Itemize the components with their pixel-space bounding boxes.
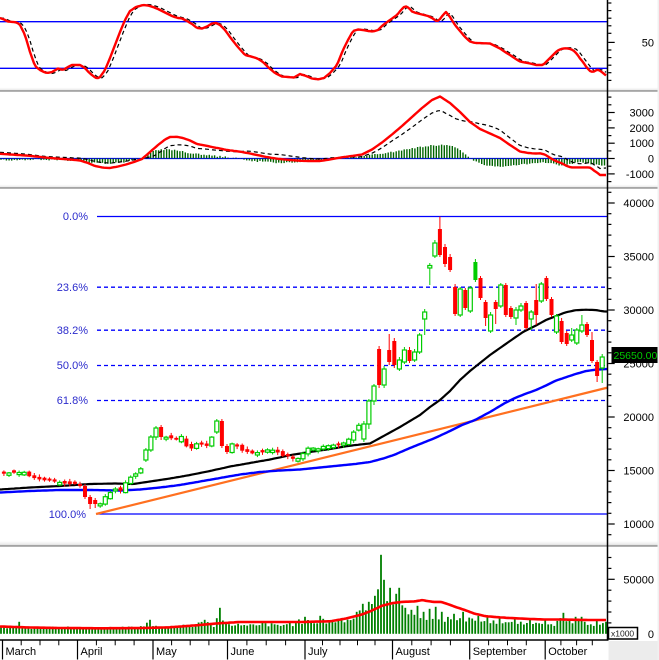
svg-text:1000: 1000 [630,138,654,150]
svg-text:100.0%: 100.0% [49,509,87,521]
svg-text:-1000: -1000 [626,169,654,181]
svg-text:0: 0 [648,154,654,166]
svg-text:0.0%: 0.0% [63,211,88,223]
svg-text:June: June [231,646,255,658]
svg-text:61.8%: 61.8% [57,395,88,407]
svg-text:30000: 30000 [623,305,654,317]
svg-text:25650.00: 25650.00 [614,350,658,362]
svg-text:April: April [81,646,103,658]
svg-text:50: 50 [642,37,654,49]
svg-text:23.6%: 23.6% [57,282,88,294]
svg-text:July: July [308,646,328,658]
svg-text:40000: 40000 [623,198,654,210]
svg-text:10000: 10000 [623,519,654,531]
svg-text:0: 0 [648,629,654,641]
svg-text:2000: 2000 [630,123,654,135]
svg-text:March: March [6,646,37,658]
svg-text:August: August [396,646,430,658]
svg-text:x1000: x1000 [611,628,634,638]
svg-text:October: October [548,646,587,658]
svg-text:20000: 20000 [623,412,654,424]
svg-text:50.0%: 50.0% [57,360,88,372]
svg-text:38.2%: 38.2% [57,325,88,337]
svg-text:50000: 50000 [623,574,654,586]
svg-text:35000: 35000 [623,252,654,264]
svg-text:May: May [156,646,177,658]
svg-text:3000: 3000 [630,108,654,120]
svg-text:15000: 15000 [623,466,654,478]
svg-text:September: September [473,646,527,658]
